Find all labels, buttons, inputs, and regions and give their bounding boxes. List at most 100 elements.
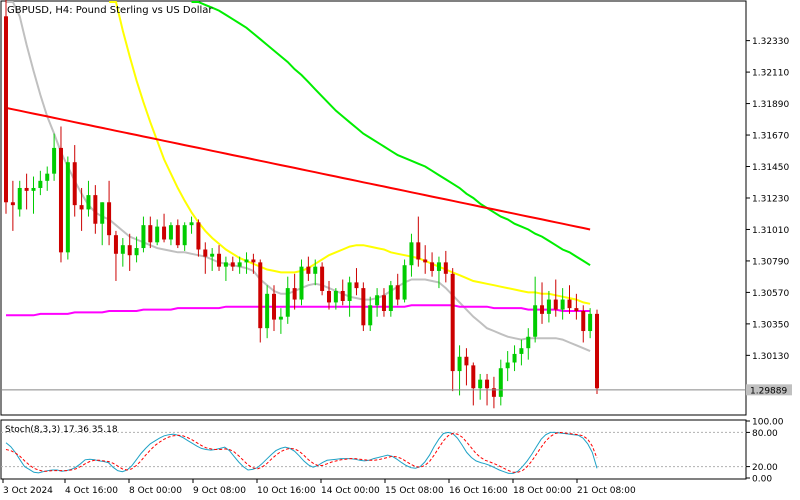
candle (52, 133, 57, 181)
candle-body (595, 313, 599, 389)
candle (368, 296, 373, 332)
candle-body (210, 253, 215, 257)
price-tick-label: 1.30570 (752, 289, 789, 299)
candle-body (10, 202, 15, 206)
candle (567, 285, 572, 314)
candle (299, 259, 304, 306)
price-tick-label: 1.31670 (752, 132, 789, 142)
candle-body (395, 285, 400, 300)
candle-body (258, 262, 263, 329)
price-axis[interactable]: 1.32330 1.32110 1.31890 1.31670 1.31450 1.312… (746, 37, 789, 362)
candle (375, 288, 380, 317)
candle-body (79, 205, 84, 210)
candle (395, 273, 400, 306)
candle-body (299, 266, 304, 300)
candle (127, 233, 132, 271)
candle (272, 285, 277, 332)
price-tick-label: 1.30130 (752, 352, 789, 362)
candle-body (553, 299, 558, 310)
stochastic-levels (1, 431, 746, 468)
candle-body (491, 388, 496, 397)
candle (471, 362, 476, 406)
candle (574, 293, 579, 320)
candle (581, 305, 586, 343)
candle-body (450, 273, 455, 372)
candle-body (326, 290, 331, 303)
chart-title: GBPUSD, H4: Pound Sterling vs US Dollar (7, 5, 213, 16)
candle-body (361, 288, 366, 326)
candle (588, 308, 593, 339)
ma-line-3 (5, 106, 591, 231)
candle (443, 250, 448, 283)
time-tick-label: 4 Oct 16:00 (65, 486, 118, 496)
candle (134, 236, 139, 263)
candle-body (58, 147, 63, 253)
stochastic-tick-label: 20.00 (752, 463, 778, 473)
candle (120, 238, 125, 267)
candle-body (168, 225, 173, 240)
candle (313, 259, 318, 286)
candle-body (278, 316, 283, 320)
candle-body (436, 262, 441, 271)
candle-body (31, 187, 36, 191)
stochastic-label: Stoch(8,3,3) 17.36 35.18 (5, 425, 118, 435)
candle (203, 242, 208, 274)
candle (45, 166, 50, 191)
candle-body (526, 336, 531, 349)
candle-body (423, 259, 428, 263)
candle (457, 345, 462, 396)
candle-body (464, 356, 469, 366)
candle (168, 222, 173, 246)
candle (107, 180, 112, 246)
price-tick-label: 1.31230 (752, 194, 789, 204)
candle-body (230, 262, 235, 267)
candle (223, 256, 228, 281)
candle-body (533, 305, 538, 337)
candle-body (4, 16, 8, 203)
candle-body (65, 162, 70, 253)
candle (526, 328, 531, 360)
candle-body (505, 362, 510, 369)
candle (182, 222, 187, 251)
candle (278, 308, 283, 334)
price-panel-frame (0, 0, 747, 416)
candle (100, 202, 105, 246)
candle-body (148, 225, 153, 243)
candle-body (368, 305, 373, 326)
candle (148, 216, 153, 249)
candle-body (546, 299, 551, 314)
candle-body (72, 162, 77, 206)
candle-body (217, 253, 222, 267)
price-tick-label: 1.30790 (752, 257, 789, 267)
candle (333, 288, 338, 310)
time-axis[interactable]: 3 Oct 2024 4 Oct 16:00 8 Oct 00:00 9 Oct 08… (2, 479, 636, 496)
candle-body (196, 222, 201, 250)
candle (24, 173, 29, 210)
candle-body (340, 290, 345, 301)
stochastic-panel[interactable]: Stoch(8,3,3) 17.36 35.18 (0, 419, 747, 480)
candle (292, 273, 297, 310)
candle-body (430, 262, 435, 271)
candle-body (409, 242, 414, 266)
candle-body (141, 225, 146, 249)
candle-body (354, 282, 359, 289)
current-price-badge-bg (746, 384, 792, 396)
candle (93, 185, 98, 234)
candle (31, 176, 36, 214)
candle-body (402, 265, 407, 300)
candle-body (574, 308, 579, 311)
candle-body (485, 379, 490, 389)
candle-body (292, 288, 297, 300)
candle-body (38, 180, 43, 188)
candle (17, 180, 22, 217)
candle-body (17, 187, 22, 210)
candle-body (567, 299, 572, 309)
stochastic-lines (5, 431, 598, 474)
candle (217, 245, 222, 271)
price-panel[interactable]: GBPUSD, H4: Pound Sterling vs US Dollar (0, 0, 747, 416)
candle (430, 252, 435, 277)
candle-body (388, 285, 393, 311)
candle (320, 262, 325, 296)
